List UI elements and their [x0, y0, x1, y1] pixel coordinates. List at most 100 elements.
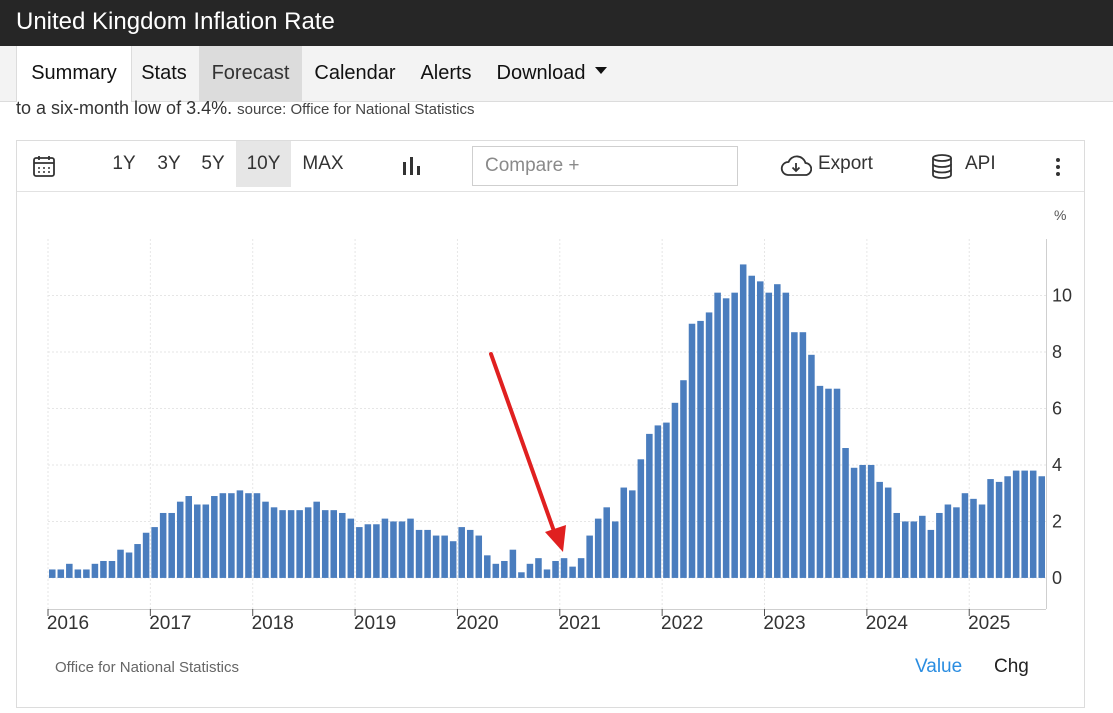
bar	[663, 422, 670, 578]
bar	[978, 504, 986, 578]
bar	[646, 433, 653, 578]
bar	[859, 464, 866, 578]
tab-alerts[interactable]: Alerts	[420, 62, 472, 84]
bar	[586, 535, 593, 578]
x-tick-label: 2021	[559, 613, 601, 634]
bar	[219, 493, 227, 578]
bar	[390, 521, 397, 578]
bar	[108, 560, 116, 578]
bar	[756, 281, 764, 578]
bar	[347, 518, 355, 578]
bar	[296, 510, 303, 578]
bar	[74, 569, 82, 578]
bar	[339, 512, 346, 578]
bar	[825, 388, 832, 578]
title-bar: United Kingdom Inflation Rate	[0, 0, 1113, 46]
bar	[731, 292, 738, 578]
x-tick-label: 2019	[354, 613, 396, 634]
y-tick-label: 6	[1052, 398, 1062, 418]
description-text: to a six-month low of 3.4%.	[16, 98, 233, 118]
y-axis-unit: %	[1054, 207, 1066, 223]
bar	[526, 563, 534, 578]
bar	[398, 521, 406, 578]
compare-input[interactable]: Compare +	[472, 146, 738, 186]
bar	[765, 292, 773, 578]
bar	[176, 501, 184, 578]
bar	[816, 385, 824, 578]
x-tick-label: 2020	[456, 613, 498, 634]
bar	[458, 527, 465, 578]
more-vert-icon[interactable]	[1055, 157, 1061, 177]
range-10y[interactable]: 10Y	[236, 141, 291, 187]
bar	[262, 501, 269, 578]
bar	[560, 558, 568, 578]
database-icon[interactable]	[931, 154, 953, 179]
range-3y[interactable]: 3Y	[157, 153, 181, 174]
bar	[66, 563, 73, 578]
x-tick-label: 2022	[661, 613, 703, 634]
annotation-arrowhead	[545, 525, 566, 552]
bar	[995, 481, 1003, 578]
export-button[interactable]: Export	[818, 153, 873, 174]
page-title: United Kingdom Inflation Rate	[16, 8, 335, 35]
bar	[552, 560, 559, 578]
y-tick-label: 10	[1052, 285, 1072, 305]
tab-stats[interactable]: Stats	[141, 62, 187, 84]
bar	[313, 501, 320, 578]
tab-calendar[interactable]: Calendar	[314, 62, 396, 84]
bar	[927, 529, 935, 578]
description-source: source: Office for National Statistics	[237, 101, 475, 118]
bar	[594, 518, 602, 578]
value-toggle[interactable]: Value	[915, 656, 963, 677]
bar	[808, 354, 815, 578]
bar	[1004, 476, 1011, 578]
bar	[620, 487, 628, 578]
range-max[interactable]: MAX	[302, 153, 344, 174]
bar	[142, 532, 150, 578]
bar	[228, 493, 235, 578]
bar	[569, 566, 576, 578]
bar	[867, 464, 875, 578]
bar	[91, 563, 99, 578]
x-tick-label: 2025	[968, 613, 1010, 634]
bar	[415, 529, 423, 578]
bar	[987, 479, 994, 578]
bar-chart-icon[interactable]	[401, 156, 423, 176]
bar	[236, 490, 244, 578]
bar	[671, 402, 679, 578]
bar	[1029, 470, 1037, 578]
caret-down-icon	[595, 67, 608, 75]
bar	[475, 535, 483, 578]
bar	[245, 493, 252, 578]
tab-download[interactable]: Download	[486, 46, 618, 101]
cloud-download-icon[interactable]	[780, 155, 812, 177]
bar	[518, 572, 525, 578]
bar	[407, 518, 414, 578]
y-tick-label: 0	[1052, 568, 1062, 588]
bar	[484, 555, 491, 578]
range-5y[interactable]: 5Y	[201, 153, 225, 174]
x-tick-label: 2018	[252, 613, 294, 634]
bar	[577, 558, 585, 578]
range-1y[interactable]: 1Y	[112, 153, 136, 174]
bar	[492, 563, 500, 578]
bar	[194, 504, 201, 578]
bar	[842, 448, 849, 578]
tab-forecast[interactable]: Forecast	[199, 46, 302, 101]
chart-toolbar: 1Y 3Y 5Y 10Y MAX Compare + Export API	[17, 141, 1084, 192]
chg-toggle[interactable]: Chg	[994, 656, 1029, 677]
bar	[381, 518, 389, 578]
bar	[705, 312, 713, 578]
calendar-icon[interactable]	[32, 154, 56, 178]
bar	[629, 490, 636, 578]
bar	[970, 498, 977, 578]
footer-source: Office for National Statistics	[55, 659, 239, 676]
bar	[356, 527, 363, 578]
bar	[441, 535, 448, 578]
api-button[interactable]: API	[965, 153, 996, 174]
bar	[850, 467, 858, 578]
tab-summary[interactable]: Summary	[16, 46, 132, 102]
bar	[748, 275, 755, 578]
bar	[535, 558, 542, 578]
bar	[876, 481, 883, 578]
